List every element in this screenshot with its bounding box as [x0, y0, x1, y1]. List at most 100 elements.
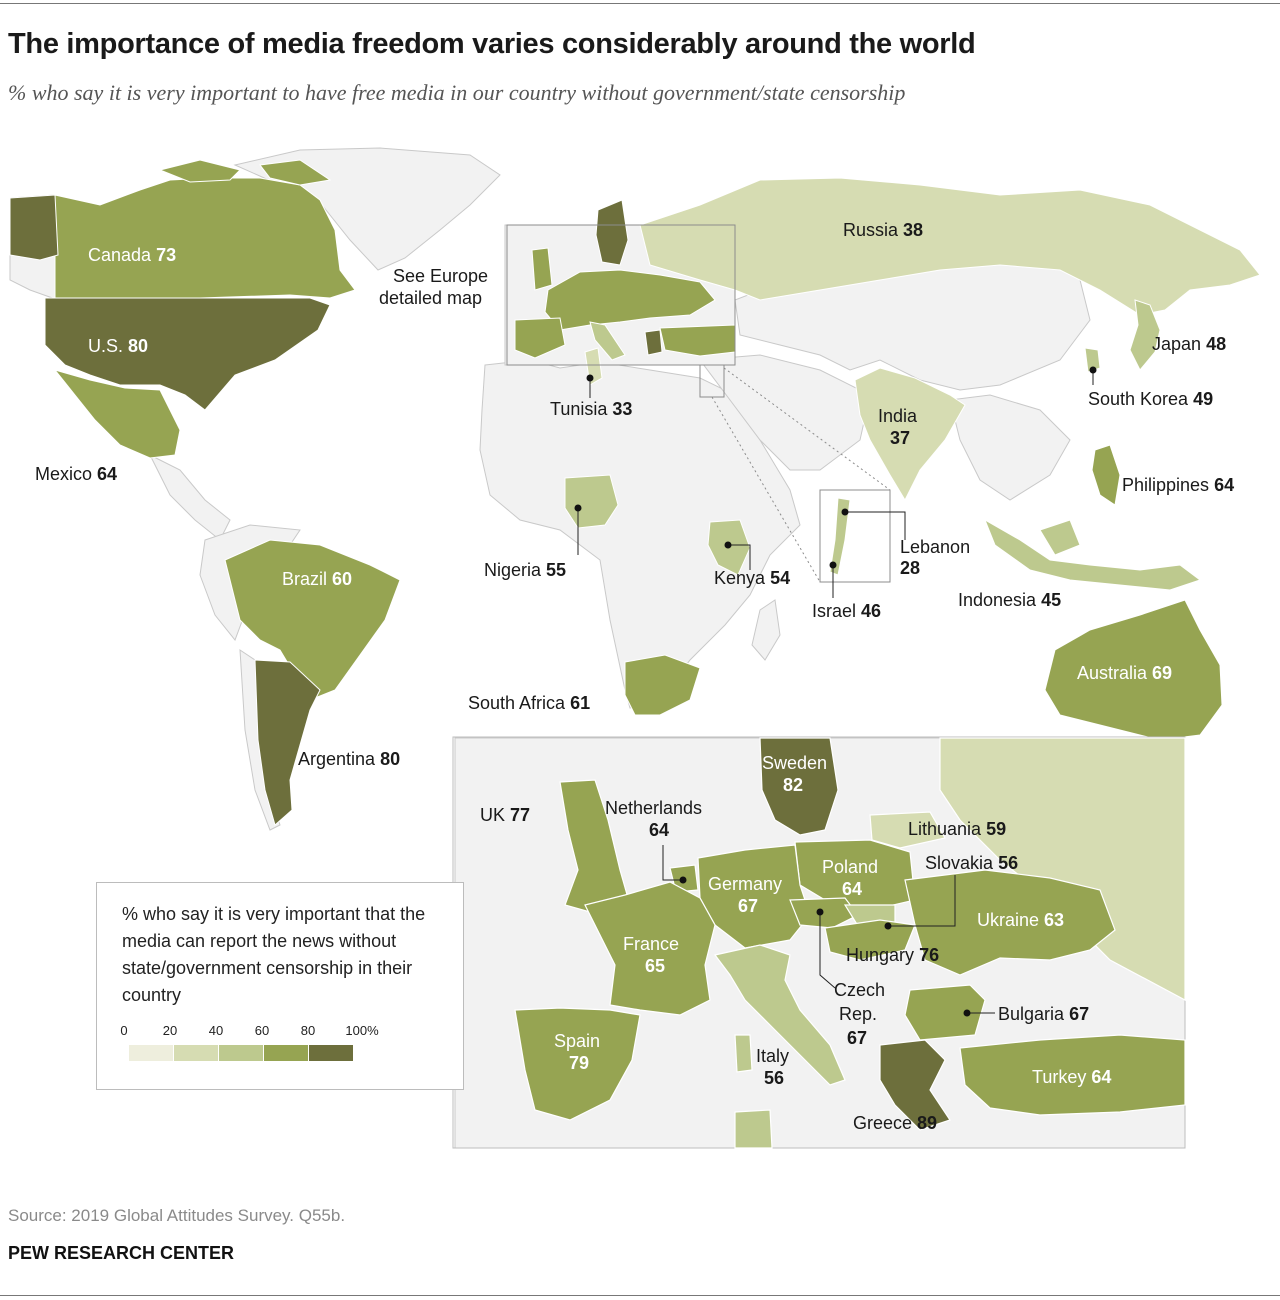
country-australia [1044, 599, 1223, 741]
country-japan [1129, 299, 1161, 371]
leader-lebanon [845, 511, 906, 540]
label-netherlands-name: Netherlands [605, 798, 702, 818]
label-lebanon-name: Lebanon [900, 537, 970, 557]
label-turkey: Turkey 64 [1032, 1067, 1111, 1087]
label-indonesia: Indonesia 45 [958, 590, 1061, 610]
country-turkey-mini [659, 324, 736, 357]
legend-tick: 0 [120, 1023, 128, 1038]
label-sweden-name: Sweden [762, 753, 827, 773]
inset-turkey [959, 1034, 1186, 1116]
leader-netherlands [662, 845, 683, 881]
country-sweden-mini [595, 199, 629, 266]
label-south-africa: South Africa 61 [468, 693, 590, 713]
guides [506, 224, 1094, 1014]
label-south-korea: South Korea 49 [1088, 389, 1213, 409]
inset-bulgaria [904, 984, 986, 1041]
europe-note-line-1: See Europe [393, 266, 488, 286]
leader-dots [574, 366, 1097, 1017]
label-italy-name: Italy [756, 1046, 789, 1066]
legend-swatch [309, 1045, 354, 1061]
label-canada: Canada 73 [88, 245, 176, 265]
label-spain-name: Spain [554, 1031, 600, 1051]
label-philippines: Philippines 64 [1122, 475, 1234, 495]
top-rule [0, 3, 1280, 4]
country-us [44, 297, 331, 411]
label-italy-value: 56 [764, 1068, 784, 1088]
leader-slovakia [888, 875, 956, 927]
legend-swatch [264, 1045, 309, 1061]
label-poland-name: Poland [822, 857, 878, 877]
country-indonesia [984, 518, 1202, 591]
levant-zoom-box [819, 489, 891, 583]
legend-swatch [174, 1045, 219, 1061]
country-mexico [53, 369, 181, 459]
legend-swatch [129, 1045, 174, 1061]
inset-greece [879, 1039, 951, 1131]
leader-czech [819, 912, 836, 989]
label-czech-name-2: Rep. [839, 1004, 877, 1024]
data-countries [9, 159, 1261, 826]
label-poland-value: 64 [842, 879, 862, 899]
organization-name: PEW RESEARCH CENTER [8, 1243, 235, 1263]
label-argentina: Argentina 80 [298, 749, 400, 769]
label-ukraine: Ukraine 63 [977, 910, 1064, 930]
legend-color-scale [129, 1045, 354, 1061]
label-france-value: 65 [645, 956, 665, 976]
label-israel: Israel 46 [812, 601, 881, 621]
inset-lithuania [869, 811, 946, 849]
label-spain-value: 79 [569, 1053, 589, 1073]
country-spain-mini [514, 317, 566, 359]
legend-tick: 80 [300, 1023, 316, 1038]
southeast-asia-shape [949, 394, 1071, 501]
inset-ukraine [904, 869, 1116, 976]
central-america-shape [148, 453, 231, 541]
label-hungary: Hungary 76 [846, 945, 939, 965]
levant-connector-2 [711, 396, 821, 583]
europe-note-line-2: detailed map [379, 288, 482, 308]
madagascar-shape [751, 599, 781, 661]
country-canada-islands [158, 159, 332, 186]
legend-tick: 100% [345, 1023, 379, 1038]
country-alaska-us [9, 194, 59, 261]
label-japan: Japan 48 [1152, 334, 1226, 354]
label-lithuania: Lithuania 59 [908, 819, 1006, 839]
label-sweden-value: 82 [783, 775, 803, 795]
inset-poland [794, 839, 916, 909]
country-brazil [224, 539, 401, 701]
country-greece-mini [644, 329, 663, 356]
country-south-korea [1084, 347, 1101, 373]
label-mexico: Mexico 64 [35, 464, 117, 484]
label-kenya: Kenya 54 [714, 568, 790, 588]
inset-north-africa-strip [734, 1109, 773, 1149]
leader-kenya [728, 544, 751, 570]
levant-coast [829, 497, 851, 576]
label-india-name: India [878, 406, 918, 426]
bottom-rule [0, 1295, 1280, 1296]
inset-spain [514, 1007, 641, 1121]
country-philippines [1091, 444, 1121, 506]
legend-tick: 60 [254, 1023, 270, 1038]
legend-tick: 40 [208, 1023, 224, 1038]
country-canada [54, 177, 356, 299]
label-russia: Russia 38 [843, 220, 923, 240]
label-uk: UK 77 [480, 805, 530, 825]
inset-czech [789, 897, 859, 929]
label-nigeria: Nigeria 55 [484, 560, 566, 580]
levant-connector-1 [723, 367, 891, 491]
label-germany-value: 67 [738, 896, 758, 916]
inset-italy [713, 944, 846, 1086]
legend-box: % who say it is very important that the … [96, 882, 464, 1090]
label-brazil: Brazil 60 [282, 569, 352, 589]
label-netherlands-value: 64 [649, 820, 669, 840]
inset-sweden [759, 737, 839, 836]
legend-text: % who say it is very important that the … [122, 904, 426, 1005]
label-germany-name: Germany [708, 874, 782, 894]
label-czech-value: 67 [847, 1028, 867, 1048]
label-us: U.S. 80 [88, 336, 148, 356]
africa-shape [479, 359, 801, 709]
country-india [854, 367, 966, 502]
legend-tick: 20 [162, 1023, 178, 1038]
europe-focus-box [506, 224, 736, 366]
inset-sardinia [734, 1034, 753, 1073]
label-bulgaria: Bulgaria 67 [998, 1004, 1089, 1024]
